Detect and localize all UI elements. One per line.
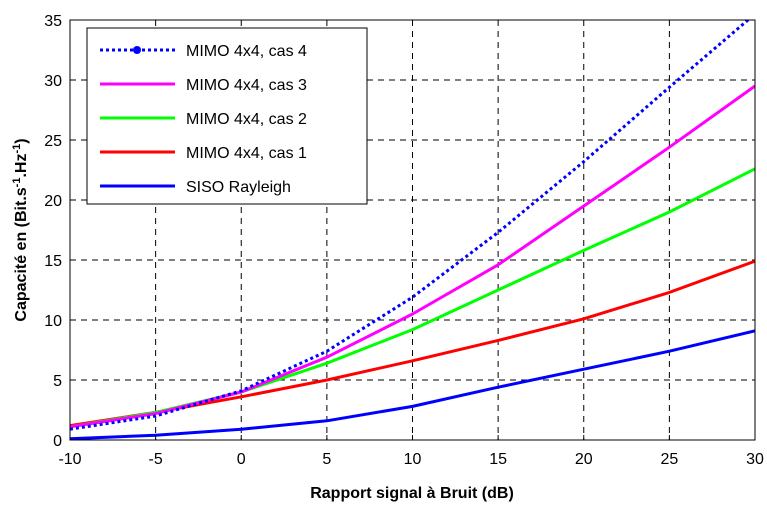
legend-marker <box>133 46 141 54</box>
y-tick-label: 15 <box>44 253 62 270</box>
x-tick-label: 15 <box>489 451 507 468</box>
y-tick-label: 30 <box>44 73 62 90</box>
y-axis-label-suffix: ) <box>13 138 30 143</box>
x-axis-label: Rapport signal à Bruit (dB) <box>310 485 514 502</box>
series-line-5 <box>70 329 755 440</box>
series-layer <box>70 20 755 440</box>
y-tick-label: 10 <box>44 313 62 330</box>
legend-label: MIMO 4x4, cas 1 <box>186 145 307 162</box>
x-tick-label: 5 <box>322 451 331 468</box>
x-tick-label: -10 <box>58 451 81 468</box>
x-tick-label: 10 <box>404 451 422 468</box>
series-line-1 <box>70 20 751 431</box>
x-tick-label: 30 <box>746 451 764 468</box>
ticks: -10 -5 0 5 10 15 20 25 30 0 5 10 15 20 25 30 35 <box>44 13 764 468</box>
y-axis-label-sup1: -1 <box>11 178 23 188</box>
x-tick-label: 20 <box>575 451 593 468</box>
x-tick-label: 25 <box>660 451 678 468</box>
legend-label: MIMO 4x4, cas 4 <box>186 43 307 60</box>
legend-label: SISO Rayleigh <box>186 179 291 196</box>
x-tick-label: -5 <box>149 451 163 468</box>
y-tick-label: 35 <box>44 13 62 30</box>
x-tick-label: 0 <box>237 451 246 468</box>
legend-box <box>86 27 368 205</box>
y-axis-label-prefix: Capacité en (Bit.s <box>13 187 30 321</box>
legend-label: MIMO 4x4, cas 3 <box>186 77 307 94</box>
y-tick-label: 20 <box>44 193 62 210</box>
legend-label: MIMO 4x4, cas 2 <box>186 111 307 128</box>
y-tick-label: 25 <box>44 133 62 150</box>
legend: MIMO 4x4, cas 4 MIMO 4x4, cas 3 MIMO 4x4, … <box>86 27 368 205</box>
y-axis-label: Capacité en (Bit.s-1.Hz-1) <box>11 138 30 321</box>
y-tick-label: 5 <box>53 373 62 390</box>
y-tick-label: 0 <box>53 433 62 450</box>
y-axis-label-sup2: -1 <box>11 144 23 154</box>
y-axis-label-mid: .Hz <box>13 154 30 178</box>
